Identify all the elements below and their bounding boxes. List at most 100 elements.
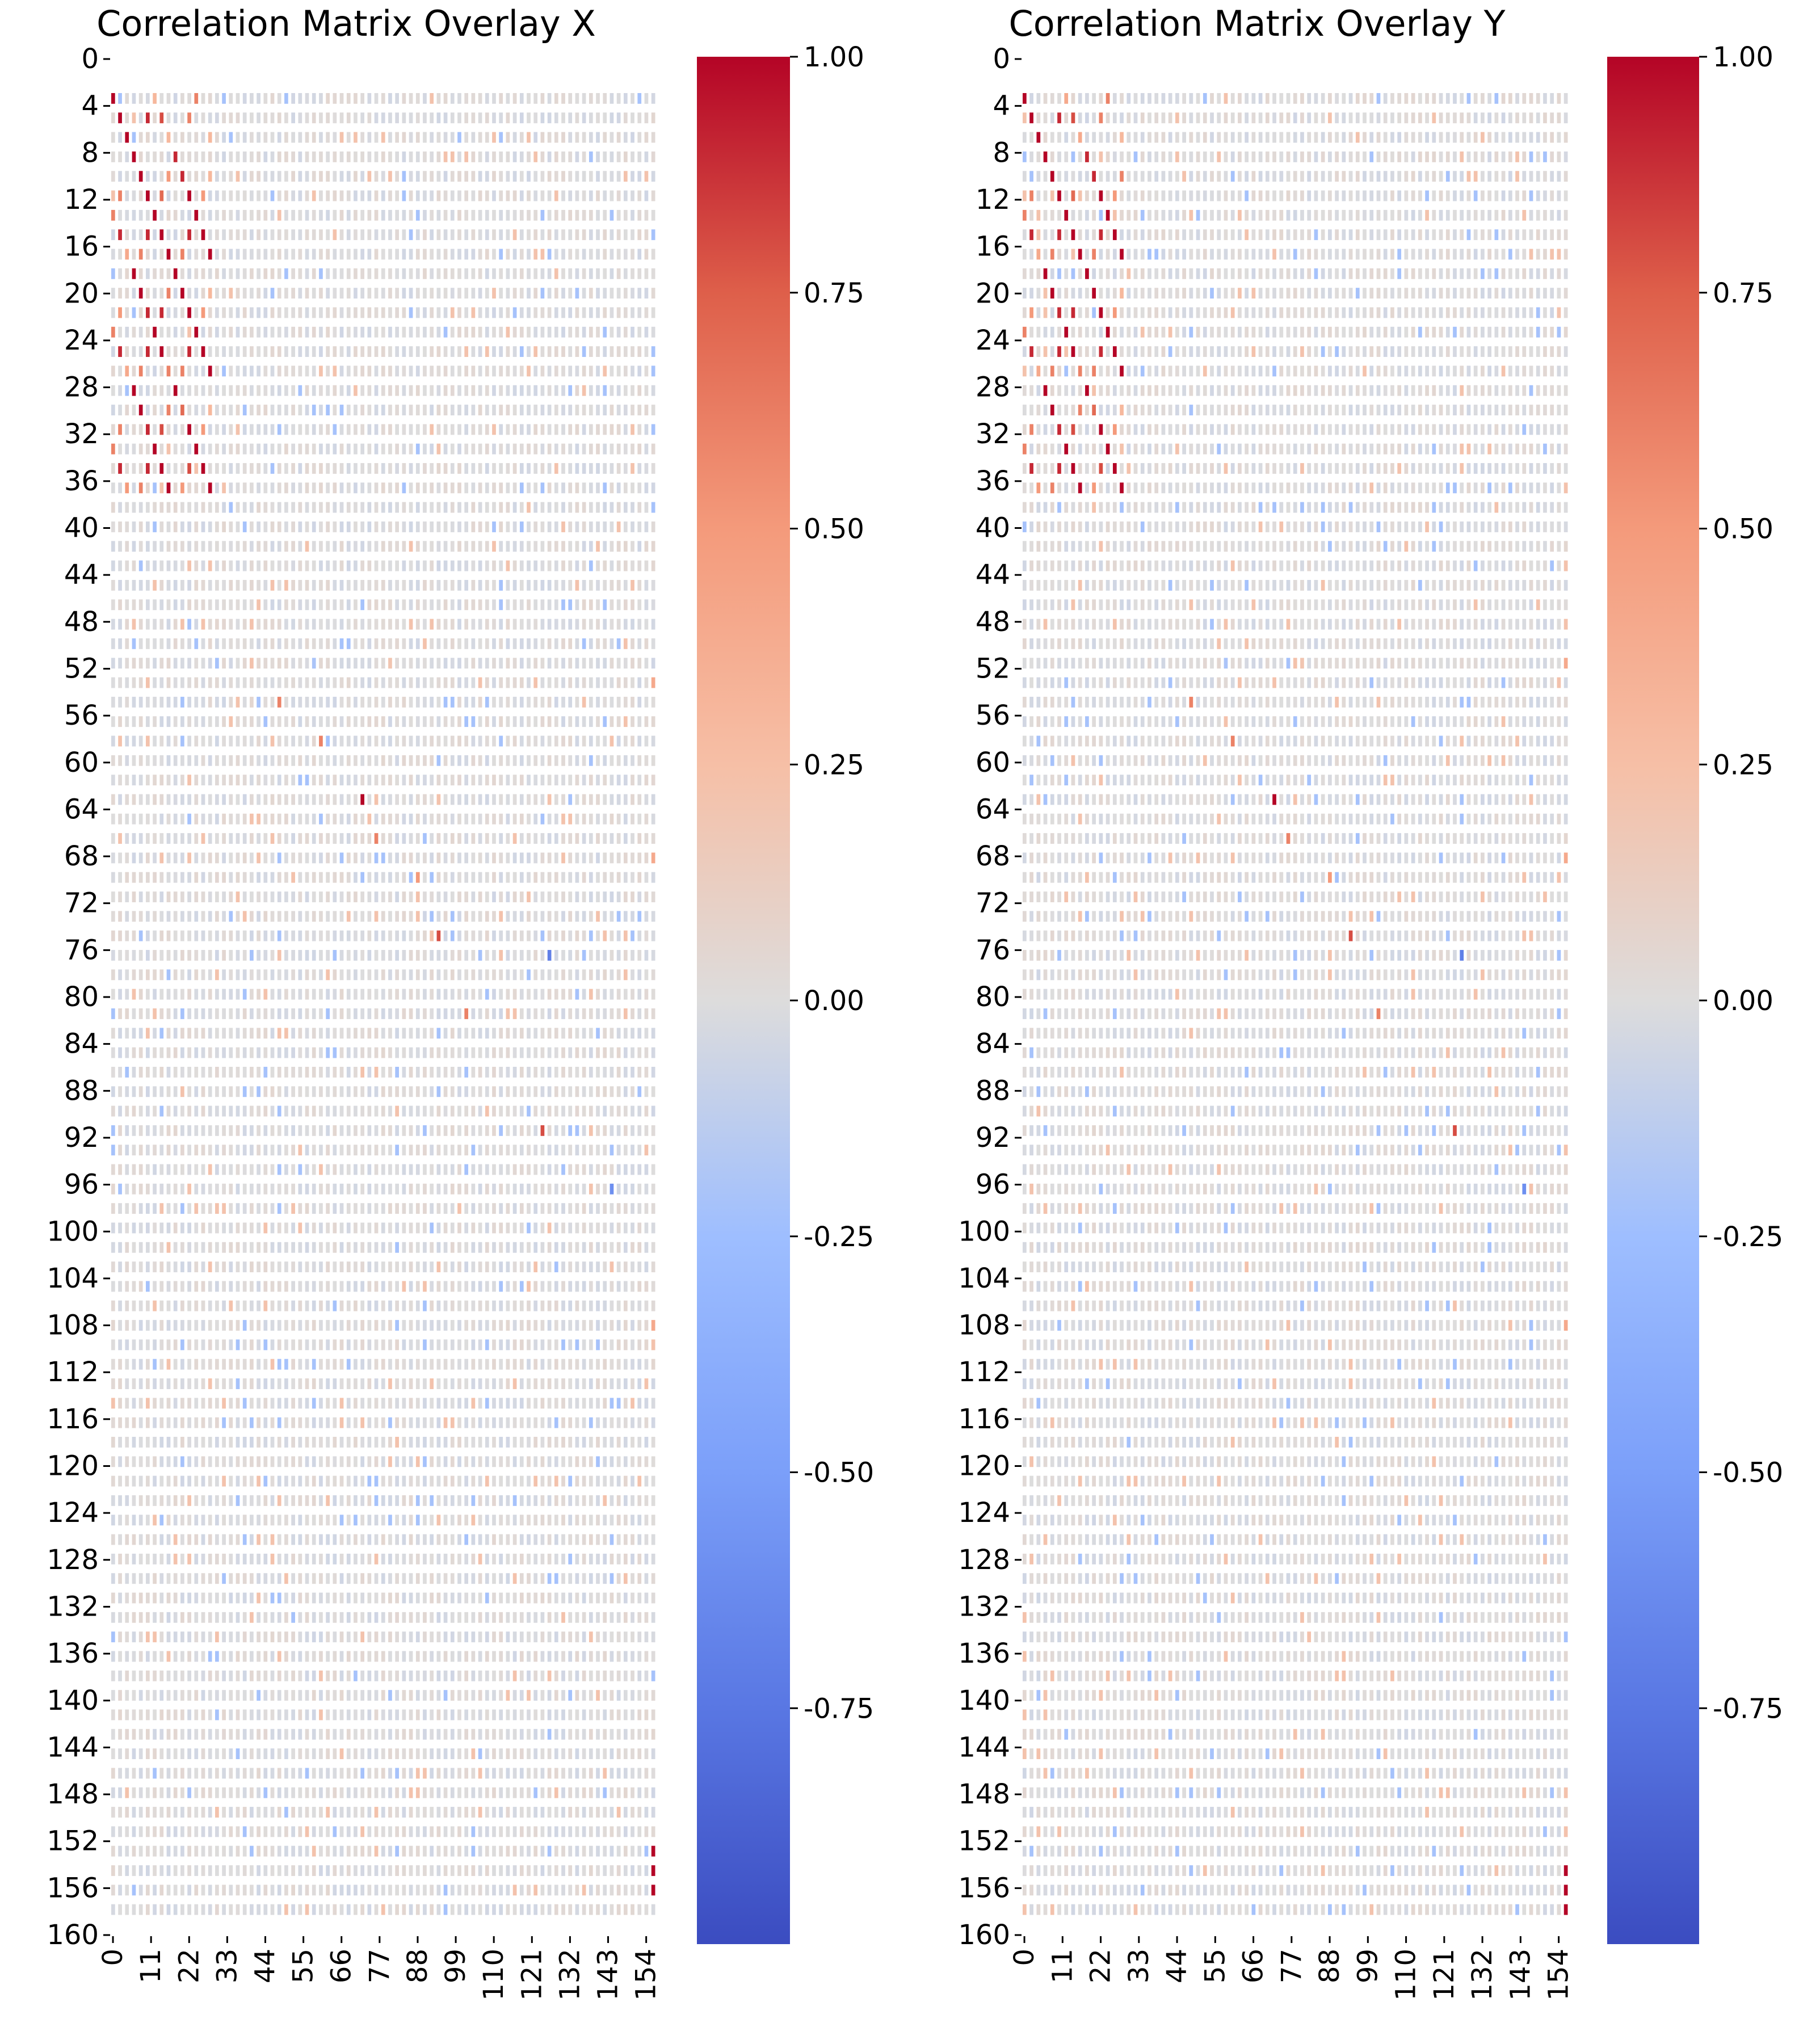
heatmap-cell xyxy=(610,112,614,124)
heatmap-cell xyxy=(263,1222,268,1234)
heatmap-cell xyxy=(409,735,413,747)
heatmap-cell xyxy=(644,307,649,318)
heatmap-cell xyxy=(610,1261,614,1273)
heatmap-cell xyxy=(423,930,427,941)
heatmap-cell xyxy=(284,969,288,981)
heatmap-cell xyxy=(319,989,323,1000)
heatmap-cell xyxy=(651,560,655,571)
heatmap-cell xyxy=(596,989,600,1000)
heatmap-cell xyxy=(242,1086,247,1097)
heatmap-cell xyxy=(381,229,385,241)
heatmap-cell xyxy=(118,1261,122,1273)
heatmap-cell xyxy=(360,1028,364,1039)
heatmap-cell xyxy=(263,1028,268,1039)
heatmap-cell xyxy=(651,658,655,669)
heatmap-cell xyxy=(623,579,628,591)
heatmap-cell xyxy=(409,1203,413,1214)
heatmap-cell xyxy=(208,502,212,513)
heatmap-cell xyxy=(173,463,178,474)
heatmap-cell xyxy=(242,502,247,513)
heatmap-cell xyxy=(305,989,309,1000)
heatmap-cell xyxy=(187,93,191,104)
heatmap-cell xyxy=(402,950,406,961)
heatmap-cell xyxy=(533,268,538,279)
heatmap-cell xyxy=(589,346,593,358)
heatmap-cell xyxy=(270,969,275,981)
heatmap-cell xyxy=(125,677,129,688)
heatmap-cell xyxy=(610,579,614,591)
heatmap-cell xyxy=(263,1125,268,1136)
heatmap-cell xyxy=(443,911,448,922)
heatmap-cell xyxy=(644,463,649,474)
heatmap-cell xyxy=(374,1125,379,1136)
heatmap-cell xyxy=(277,560,281,571)
heatmap-cell xyxy=(596,852,600,864)
heatmap-cell xyxy=(312,794,316,805)
heatmap-cell xyxy=(132,755,136,766)
heatmap-cell xyxy=(540,619,545,630)
heatmap-cell xyxy=(173,1320,178,1331)
heatmap-cell xyxy=(610,872,614,883)
heatmap-cell xyxy=(319,463,323,474)
heatmap-cell xyxy=(527,1281,531,1292)
heatmap-cell xyxy=(388,619,392,630)
heatmap-cell xyxy=(478,1066,482,1078)
heatmap-cell xyxy=(568,1028,573,1039)
heatmap-cell xyxy=(374,950,379,961)
heatmap-cell xyxy=(333,1183,337,1195)
heatmap-cell xyxy=(339,463,344,474)
heatmap-cell xyxy=(623,852,628,864)
heatmap-cell xyxy=(381,579,385,591)
heatmap-cell xyxy=(367,385,372,396)
heatmap-cell xyxy=(492,541,496,552)
heatmap-cell xyxy=(291,911,295,922)
heatmap-cell xyxy=(222,1281,226,1292)
heatmap-cell xyxy=(125,171,129,182)
heatmap-cell xyxy=(637,1086,642,1097)
heatmap-cell xyxy=(153,1261,157,1273)
heatmap-cell xyxy=(257,521,260,532)
heatmap-cell xyxy=(354,1086,358,1097)
heatmap-cell xyxy=(125,482,129,494)
heatmap-cell xyxy=(637,346,642,358)
heatmap-cell xyxy=(242,872,247,883)
heatmap-cell xyxy=(603,1066,607,1078)
heatmap-cell xyxy=(284,1242,288,1253)
heatmap-cell xyxy=(568,638,573,649)
heatmap-cell xyxy=(575,696,579,708)
heatmap-cell xyxy=(215,989,219,1000)
heatmap-cell xyxy=(402,288,406,299)
heatmap-cell xyxy=(402,249,406,260)
heatmap-cell xyxy=(298,405,302,415)
heatmap-cell xyxy=(305,658,309,669)
heatmap-cell xyxy=(319,1047,323,1058)
heatmap-cell xyxy=(367,696,372,708)
heatmap-cell xyxy=(388,151,392,162)
heatmap-cell xyxy=(402,833,406,844)
heatmap-cell xyxy=(125,1105,129,1117)
heatmap-cell xyxy=(146,1183,150,1195)
heatmap-cell xyxy=(125,638,129,649)
heatmap-cell xyxy=(409,365,413,377)
heatmap-cell xyxy=(533,1008,538,1019)
heatmap-cell xyxy=(194,405,199,415)
heatmap-cell xyxy=(610,716,614,727)
heatmap-cell xyxy=(388,288,392,299)
heatmap-cell xyxy=(464,209,469,221)
heatmap-cell xyxy=(575,521,579,532)
heatmap-cell xyxy=(381,1105,385,1117)
heatmap-cell xyxy=(367,443,372,455)
heatmap-cell xyxy=(402,794,406,805)
heatmap-cell xyxy=(388,696,392,708)
heatmap-cell xyxy=(229,151,233,162)
heatmap-cell xyxy=(284,619,288,630)
heatmap-cell xyxy=(257,1281,260,1292)
heatmap-cell xyxy=(423,424,427,435)
heatmap-cell xyxy=(540,1145,545,1156)
heatmap-cell xyxy=(180,307,184,318)
heatmap-cell xyxy=(138,1242,143,1253)
heatmap-cell xyxy=(596,794,600,805)
heatmap-cell xyxy=(374,1008,379,1019)
heatmap-cell xyxy=(374,930,379,941)
heatmap-cell xyxy=(395,541,400,552)
